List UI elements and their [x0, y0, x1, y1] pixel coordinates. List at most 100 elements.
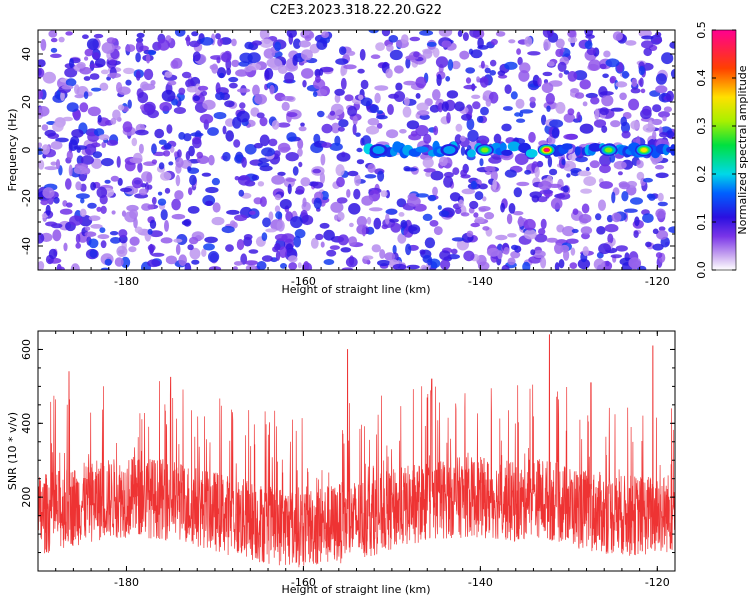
- heatmap-cell: [440, 259, 451, 270]
- heatmap-cell: [259, 196, 267, 207]
- heatmap-cell: [384, 252, 396, 261]
- heatmap-y-axis-label: Frequency (Hz): [6, 109, 19, 192]
- heatmap-cell: [542, 30, 554, 38]
- heatmap-cell: [352, 123, 357, 136]
- heatmap-cell: [164, 187, 171, 194]
- heatmap-cell: [228, 76, 239, 83]
- heatmap-cell: [185, 79, 195, 88]
- heatmap-cell: [353, 188, 361, 200]
- heatmap-cell: [656, 229, 669, 240]
- heatmap-cell: [104, 179, 111, 184]
- heatmap-cell: [338, 119, 349, 128]
- heatmap-cell: [191, 259, 200, 265]
- heatmap-cell: [317, 110, 325, 118]
- heatmap-cell: [163, 150, 171, 157]
- heatmap-cell: [432, 89, 441, 101]
- heatmap-cell: [657, 192, 664, 202]
- heatmap-cell: [438, 30, 453, 37]
- heatmap-cell: [205, 200, 214, 206]
- heatmap-cell: [231, 38, 237, 47]
- heatmap-cell: [88, 238, 99, 249]
- heatmap-cell: [315, 233, 324, 241]
- heatmap-cell: [274, 41, 281, 52]
- heatmap-cell: [348, 236, 358, 246]
- heatmap-cell: [549, 168, 558, 176]
- heatmap-peak: [372, 146, 385, 154]
- heatmap-cell: [109, 59, 117, 65]
- heatmap-cell: [406, 120, 420, 130]
- x-tick-label: -120: [645, 275, 670, 288]
- heatmap-cell: [65, 31, 73, 36]
- heatmap-cell: [508, 39, 516, 44]
- heatmap-cell: [302, 197, 307, 208]
- heatmap-cell: [185, 151, 191, 161]
- heatmap-cell: [117, 104, 125, 111]
- heatmap-cell: [268, 138, 278, 147]
- heatmap-cell: [377, 110, 384, 115]
- heatmap-cell: [181, 220, 191, 226]
- heatmap-cell: [611, 212, 622, 223]
- heatmap-cell: [106, 76, 111, 81]
- heatmap-cell: [482, 196, 487, 202]
- heatmap-cell: [167, 80, 177, 86]
- heatmap-cell: [265, 228, 277, 233]
- heatmap-cell: [83, 91, 89, 99]
- heatmap-cell: [175, 174, 181, 187]
- colorbar-tick-label: 0.4: [695, 69, 708, 87]
- heatmap-cell: [129, 157, 143, 164]
- heatmap-cell: [257, 181, 265, 187]
- heatmap-cell: [451, 60, 461, 70]
- heatmap-cell: [125, 79, 132, 86]
- heatmap-cell: [500, 142, 507, 153]
- heatmap-cell: [277, 122, 291, 128]
- heatmap-cell: [159, 101, 172, 112]
- heatmap-cell: [585, 166, 590, 172]
- heatmap-cell: [186, 86, 198, 93]
- heatmap-cell: [147, 244, 156, 252]
- heatmap-cell: [654, 164, 665, 170]
- heatmap-cell: [486, 247, 500, 257]
- heatmap-cell: [310, 237, 319, 249]
- heatmap-cell: [355, 132, 361, 137]
- heatmap-cell: [208, 250, 220, 263]
- heatmap-cell: [274, 205, 281, 213]
- heatmap-cell: [567, 108, 575, 116]
- heatmap-cell: [199, 113, 214, 124]
- heatmap-cell: [335, 58, 349, 65]
- heatmap-cell: [192, 137, 202, 149]
- heatmap-cell: [625, 40, 637, 46]
- heatmap-cell: [482, 226, 490, 231]
- heatmap-cell: [554, 242, 564, 254]
- heatmap-cell: [373, 217, 382, 230]
- heatmap-cell: [136, 37, 144, 43]
- heatmap-cell: [225, 244, 234, 252]
- heatmap-cell: [510, 251, 521, 259]
- heatmap-cell: [422, 213, 433, 221]
- heatmap-cell: [356, 159, 365, 165]
- heatmap-cell: [211, 216, 225, 226]
- heatmap-cell: [69, 58, 74, 69]
- heatmap-cell: [245, 260, 258, 266]
- heatmap-cell: [461, 188, 476, 195]
- heatmap-cell: [354, 174, 361, 187]
- heatmap-cell: [392, 263, 407, 270]
- heatmap-cell: [135, 52, 141, 63]
- heatmap-cell: [84, 226, 91, 231]
- heatmap-cell: [303, 261, 310, 270]
- heatmap-cell: [443, 171, 454, 178]
- heatmap-cell: [655, 208, 666, 219]
- heatmap-cell: [415, 146, 429, 153]
- heatmap-cell: [558, 259, 565, 269]
- heatmap-cell: [455, 123, 463, 132]
- heatmap-cell: [92, 151, 103, 159]
- heatmap-cell: [438, 156, 448, 167]
- heatmap-cell: [567, 36, 578, 44]
- heatmap-cell: [301, 214, 314, 226]
- heatmap-cell: [432, 186, 438, 196]
- heatmap-cell: [507, 257, 516, 266]
- heatmap-cell: [662, 116, 667, 122]
- heatmap-panel: -180 -160 -140 -120 -40 -20 0 20 40 Height of s…: [6, 29, 676, 296]
- heatmap-cell: [492, 179, 497, 190]
- heatmap-cell: [555, 38, 565, 49]
- heatmap-cell: [455, 207, 462, 214]
